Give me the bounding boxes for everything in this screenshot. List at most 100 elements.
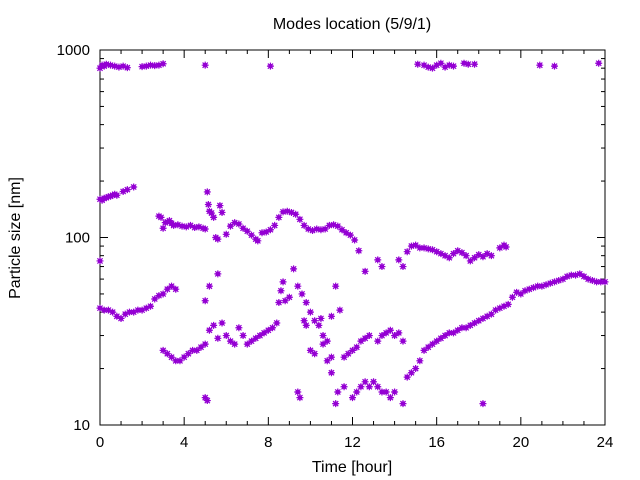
data-point	[100, 306, 108, 314]
data-point	[342, 229, 350, 237]
data-point	[275, 299, 283, 307]
data-point	[441, 63, 449, 71]
data-point	[361, 267, 369, 275]
data-point	[201, 340, 209, 348]
data-point	[346, 231, 354, 239]
data-point	[336, 306, 344, 314]
data-point	[458, 324, 466, 332]
data-point	[433, 61, 441, 69]
data-point	[462, 324, 470, 332]
data-point	[382, 388, 390, 396]
data-point	[355, 247, 363, 255]
data-point	[159, 290, 167, 298]
data-point	[399, 337, 407, 345]
data-point	[147, 302, 154, 310]
data-point	[464, 60, 472, 68]
data-point	[323, 337, 331, 345]
data-point	[222, 230, 230, 238]
data-point	[338, 226, 346, 234]
data-point	[424, 343, 432, 351]
data-point	[204, 200, 212, 208]
data-point	[315, 321, 323, 329]
data-point	[243, 227, 251, 235]
data-point	[151, 295, 159, 303]
data-point	[327, 312, 335, 320]
chart-title: Modes location (5/9/1)	[273, 16, 431, 33]
data-point	[290, 265, 298, 273]
x-tick-label: 24	[597, 434, 614, 451]
data-point	[319, 340, 327, 348]
data-point	[416, 357, 424, 365]
data-point	[340, 353, 348, 361]
data-point	[428, 340, 436, 348]
data-point	[203, 397, 211, 405]
data-point	[433, 337, 441, 345]
data-point	[433, 248, 441, 256]
data-point	[201, 225, 209, 233]
data-point	[412, 241, 420, 249]
data-point	[222, 332, 230, 340]
data-point	[349, 394, 356, 402]
data-point	[157, 213, 165, 221]
data-point	[353, 343, 361, 351]
data-point	[370, 378, 378, 386]
data-point	[210, 213, 218, 221]
data-point	[201, 61, 209, 69]
data-point	[180, 353, 188, 361]
x-axis-ticks: 0 4 8 12 16 20 24	[96, 50, 614, 451]
data-point	[374, 383, 382, 391]
data-point	[266, 226, 274, 234]
data-point	[334, 388, 342, 396]
data-point	[479, 400, 487, 408]
data-point	[235, 220, 243, 228]
data-point	[125, 308, 133, 316]
data-point	[292, 210, 300, 218]
data-point	[138, 63, 146, 71]
data-point	[216, 202, 224, 210]
data-point	[121, 310, 129, 318]
data-point	[487, 310, 495, 318]
data-point	[243, 340, 251, 348]
data-point	[502, 243, 510, 251]
data-point	[414, 60, 422, 68]
data-point	[357, 383, 365, 391]
data-point	[189, 346, 197, 354]
data-point	[300, 317, 308, 325]
data-point	[344, 350, 352, 358]
data-point	[123, 64, 131, 72]
data-point	[235, 324, 243, 332]
data-point	[403, 373, 411, 381]
data-point	[285, 293, 293, 301]
data-point	[327, 369, 335, 377]
data-point	[113, 312, 121, 320]
data-point	[437, 250, 445, 258]
data-point	[475, 317, 483, 325]
data-point	[279, 278, 287, 286]
data-point	[210, 321, 218, 329]
data-point	[266, 62, 274, 70]
data-point	[378, 332, 386, 340]
data-point	[508, 293, 516, 301]
data-point	[294, 388, 302, 396]
data-point	[306, 346, 314, 354]
data-point	[391, 332, 399, 340]
data-point	[302, 321, 310, 329]
data-point	[445, 329, 453, 337]
data-point	[300, 221, 308, 229]
data-point	[483, 250, 491, 258]
data-point	[275, 213, 283, 221]
data-point	[311, 317, 319, 325]
data-point	[287, 208, 295, 216]
data-point	[226, 337, 234, 345]
data-point	[130, 183, 138, 191]
data-point	[142, 304, 150, 312]
data-point	[492, 306, 500, 314]
data-point	[327, 353, 335, 361]
data-point	[252, 334, 260, 342]
data-point	[382, 329, 390, 337]
data-point	[264, 326, 272, 334]
data-points	[96, 59, 609, 408]
data-point	[386, 326, 394, 334]
data-point	[281, 297, 289, 305]
data-point	[163, 285, 171, 293]
